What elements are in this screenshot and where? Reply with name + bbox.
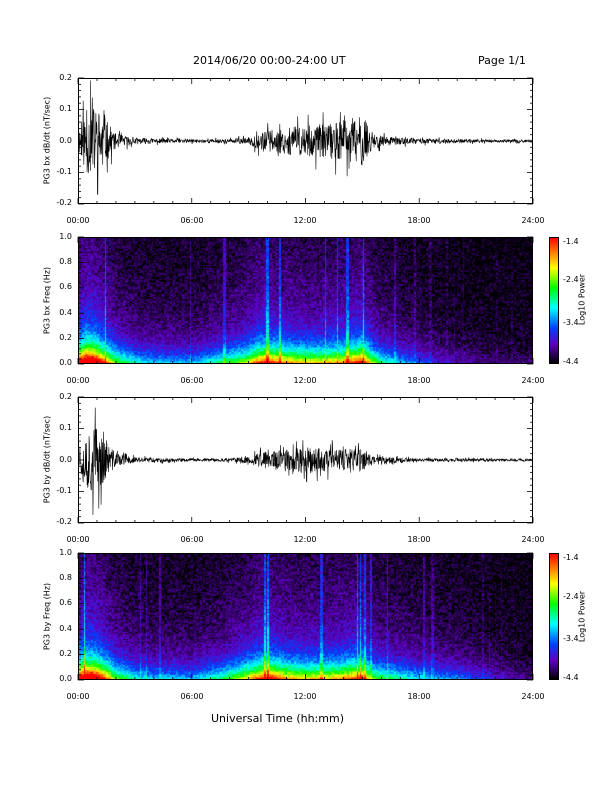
xtick: 12:00 [293, 376, 317, 385]
xtick: 00:00 [66, 535, 90, 544]
chart-by-spectrogram [77, 552, 534, 681]
xtick: 24:00 [521, 692, 545, 701]
bx-spectrogram-image [78, 237, 533, 364]
ytick: 0.4 [59, 308, 72, 317]
colorbar-tick: -3.4 [563, 318, 579, 327]
bx-spectrogram-frame [77, 236, 534, 365]
ytick: 0.6 [59, 282, 72, 291]
ytick: -0.2 [56, 517, 72, 526]
xtick: 06:00 [180, 216, 204, 225]
xtick: 06:00 [180, 692, 204, 701]
ytick: 0.0 [59, 358, 72, 367]
colorbar-2 [549, 553, 559, 680]
bx-freq-ylabel: PG3 bx Freq (Hz) [42, 266, 52, 335]
ytick: 0.1 [59, 104, 72, 113]
x-axis-title: Universal Time (hh:mm) [211, 712, 344, 725]
ytick: 0.8 [59, 573, 72, 582]
page-indicator: Page 1/1 [478, 54, 526, 67]
chart-bx-spectrogram [77, 236, 534, 365]
xtick: 00:00 [66, 692, 90, 701]
colorbar-label: Log10 Power [577, 590, 587, 643]
xtick: 00:00 [66, 216, 90, 225]
xtick: 00:00 [66, 376, 90, 385]
signal-trace [78, 80, 533, 196]
bx-dbdt-plot-area [77, 77, 534, 205]
colorbar-tick: -2.4 [563, 275, 579, 284]
ytick: -0.2 [56, 198, 72, 207]
chart-bx-dbdt [77, 77, 534, 205]
by-spectrogram-frame [77, 552, 534, 681]
colorbar-tick: -1.4 [563, 553, 579, 562]
xtick: 24:00 [521, 376, 545, 385]
xtick: 12:00 [293, 535, 317, 544]
ytick: -0.1 [56, 486, 72, 495]
xtick: 18:00 [407, 535, 431, 544]
colorbar-tick: -3.4 [563, 634, 579, 643]
chart-by-dbdt [77, 396, 534, 524]
ytick: 1.0 [59, 548, 72, 557]
ytick: 0.2 [59, 333, 72, 342]
plot-frame [78, 553, 533, 680]
colorbar-tick: -2.4 [563, 592, 579, 601]
by-dbdt-plot-area [77, 396, 534, 524]
ytick: 0.2 [59, 73, 72, 82]
ytick: 0.8 [59, 257, 72, 266]
colorbar-1 [549, 237, 559, 364]
xtick: 06:00 [180, 376, 204, 385]
ytick: 0.2 [59, 392, 72, 401]
colorbar-tick: -1.4 [563, 237, 579, 246]
ytick: -0.1 [56, 167, 72, 176]
ytick: 0.0 [59, 455, 72, 464]
ytick: 1.0 [59, 232, 72, 241]
ytick: 0.6 [59, 598, 72, 607]
ytick: 0.0 [59, 136, 72, 145]
plot-frame [78, 237, 533, 364]
signal-trace [78, 407, 533, 515]
xtick: 18:00 [407, 376, 431, 385]
xtick: 12:00 [293, 216, 317, 225]
xtick: 18:00 [407, 692, 431, 701]
xtick: 24:00 [521, 535, 545, 544]
plot-title: 2014/06/20 00:00-24:00 UT [193, 54, 346, 67]
xtick: 12:00 [293, 692, 317, 701]
colorbar-label: Log10 Power [577, 273, 587, 326]
ytick: 0.2 [59, 649, 72, 658]
ytick: 0.1 [59, 423, 72, 432]
xtick: 18:00 [407, 216, 431, 225]
colorbar-tick: -4.4 [563, 357, 579, 366]
xtick: 24:00 [521, 216, 545, 225]
by-freq-ylabel: PG3 by Freq (Hz) [42, 582, 52, 651]
by-spectrogram-image [78, 553, 533, 680]
ytick: 0.0 [59, 674, 72, 683]
ytick: 0.4 [59, 624, 72, 633]
colorbar-tick: -4.4 [563, 673, 579, 682]
xtick: 06:00 [180, 535, 204, 544]
